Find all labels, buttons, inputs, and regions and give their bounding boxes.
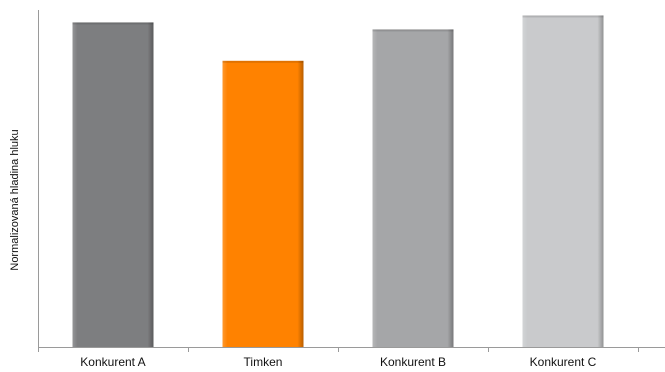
bar-bevel-right [147,22,154,348]
x-tick-label-konkurent-a: Konkurent A [80,355,145,369]
bar-rect-timken [222,60,304,347]
bar-bevel-right [597,15,604,347]
bar-rect-konkurent-a [72,22,154,348]
bar-konkurent-b [372,29,454,347]
bar-rect-konkurent-b [372,29,454,347]
x-tick-label-timken: Timken [244,355,283,369]
bar-konkurent-a [72,22,154,348]
bar-rect-konkurent-c [522,15,604,347]
bar-bevel-top [522,15,604,18]
bar-timken [222,60,304,347]
bar-bevel-right [447,29,454,347]
x-tick-label-konkurent-b: Konkurent B [380,355,446,369]
bar-bevel-top [372,29,454,32]
bar-bevel-left [72,22,78,348]
bar-bevel-left [222,60,228,347]
x-ticks-group [38,347,639,352]
bars-group [72,15,604,348]
bar-bevel-left [372,29,378,347]
y-axis-label: Normalizovaná hladina hluku [9,129,21,270]
bar-bevel-left [522,15,528,347]
bar-bevel-right [297,60,304,347]
x-labels-group: Konkurent A Timken Konkurent B Konkurent C [80,355,596,369]
bar-bevel-top [72,22,154,25]
bar-bevel-top [222,60,304,63]
bar-konkurent-c [522,15,604,347]
x-tick-label-konkurent-c: Konkurent C [530,355,597,369]
